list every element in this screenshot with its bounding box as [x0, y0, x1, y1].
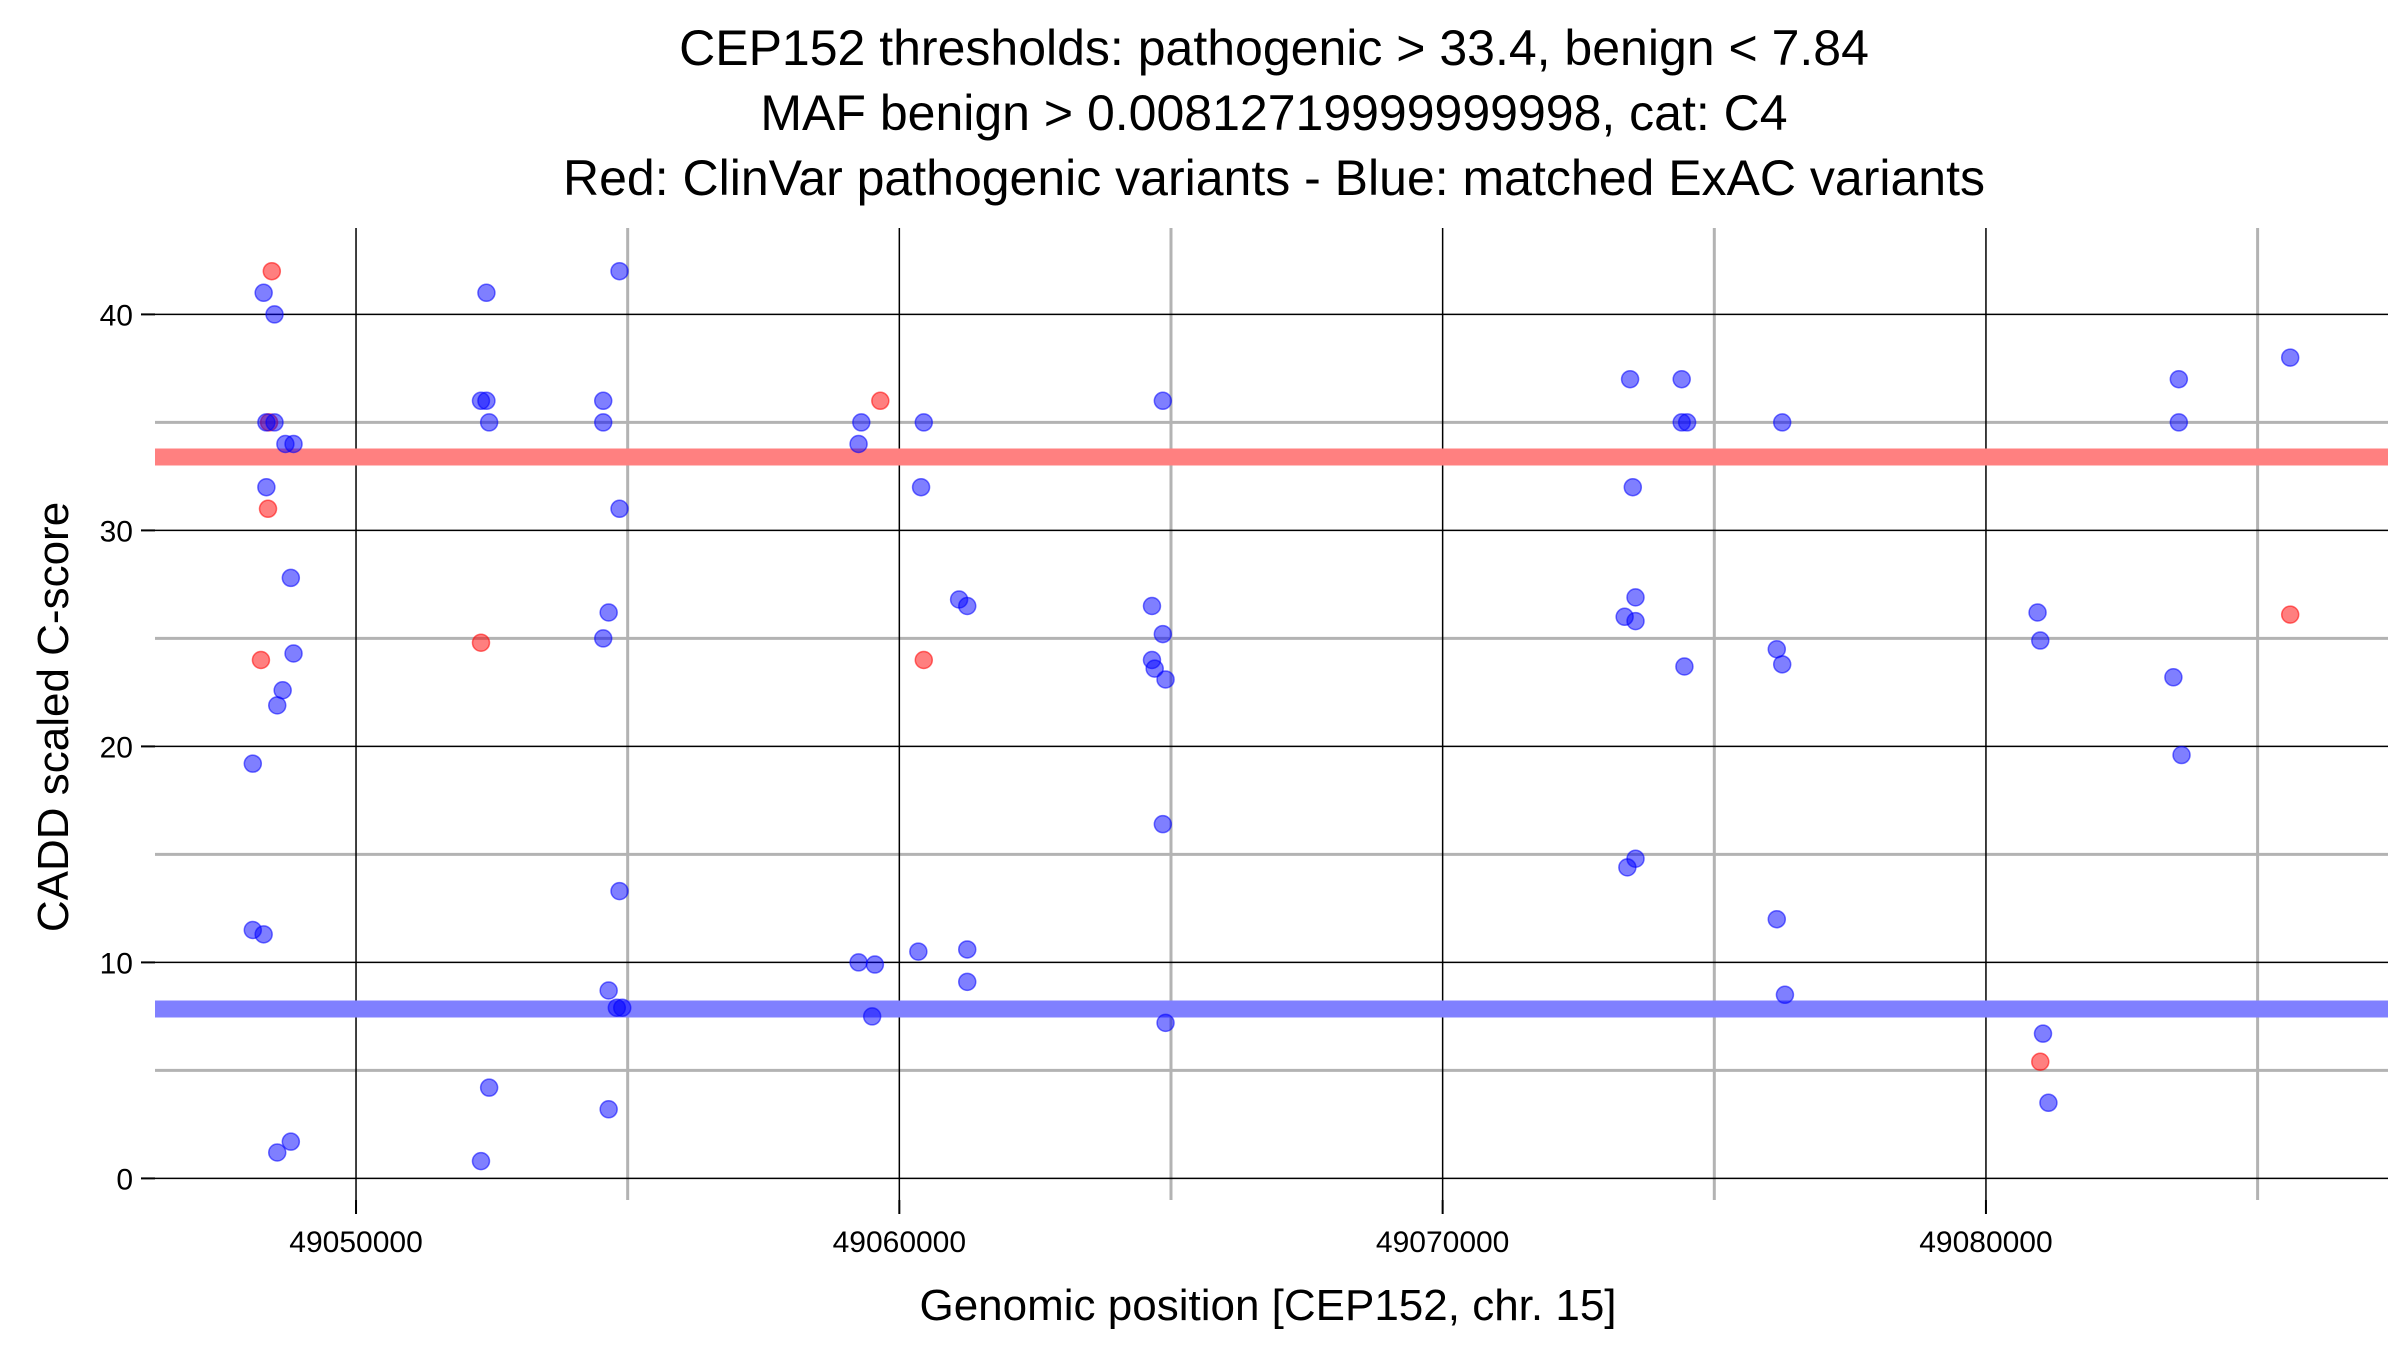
exac-variant-point	[1626, 588, 1645, 607]
exac-variant-point	[957, 596, 977, 616]
exac-variant-point	[2280, 348, 2300, 367]
threshold-lines	[155, 448, 2388, 1018]
exac-variant-point	[1145, 659, 1164, 678]
exac-variant-point	[1153, 624, 1173, 644]
exac-variant-point	[281, 1132, 301, 1151]
clinvar-pathogenic-point	[2280, 605, 2300, 624]
exac-variant-point	[593, 413, 613, 432]
exac-variant-point	[2164, 668, 2183, 687]
exac-variant-point	[477, 391, 496, 411]
exac-variant-point	[1153, 814, 1173, 834]
minor-gridlines	[155, 228, 2388, 1200]
exac-variant-point	[610, 261, 629, 281]
exac-variant-point	[593, 629, 613, 648]
exac-variant-point	[479, 1078, 499, 1097]
exac-variant-point	[2033, 1024, 2053, 1043]
exac-variant-point	[1620, 369, 1640, 389]
exac-variant-point	[1156, 1013, 1175, 1033]
exac-variant-point	[284, 644, 303, 663]
exac-variant-point	[1775, 985, 1795, 1005]
exac-variant-point	[1772, 413, 1792, 432]
exac-variant-point	[599, 1100, 618, 1119]
exac-variant-point	[849, 434, 868, 454]
exac-variant-point	[1675, 657, 1694, 676]
exac-variant-point	[254, 283, 273, 303]
exac-variant-point	[957, 972, 977, 992]
clinvar-pathogenic-point	[258, 499, 278, 519]
exac-variant-point	[267, 1143, 287, 1162]
exac-variant-point	[1677, 413, 1697, 432]
x-tick-label: 49060000	[833, 1226, 966, 1259]
exac-variant-point	[1142, 596, 1162, 616]
exac-variant-point	[593, 391, 613, 411]
exac-variant-point	[2172, 745, 2191, 765]
major-gridlines	[155, 228, 2388, 1200]
exac-variant-point	[2169, 369, 2189, 389]
exac-variant-point	[284, 434, 303, 454]
clinvar-pathogenic-point	[251, 650, 271, 670]
exac-variant-point	[257, 477, 276, 497]
x-tick-label: 49080000	[1919, 1226, 2052, 1259]
exac-variant-point	[2031, 631, 2050, 650]
exac-variant-point	[265, 413, 284, 432]
exac-variant-point	[1767, 909, 1787, 929]
exac-variant-point	[479, 413, 499, 432]
y-axis: 0 10 20 30 40	[100, 299, 155, 1196]
exac-variant-point	[265, 305, 284, 324]
exac-variant-point	[865, 955, 885, 974]
x-tick-label: 49070000	[1376, 1226, 1509, 1259]
exac-variant-point	[1772, 655, 1792, 674]
exac-variant-point	[862, 1007, 882, 1026]
title-line-3: Red: ClinVar pathogenic variants - Blue:…	[563, 150, 1985, 206]
data-points	[243, 261, 2300, 1171]
y-tick-label: 0	[116, 1163, 133, 1196]
exac-variant-point	[1626, 849, 1645, 868]
exac-variant-point	[599, 981, 618, 1000]
y-tick-label: 30	[100, 515, 133, 548]
exac-variant-point	[911, 477, 931, 497]
title-line-2: MAF benign > 0.00812719999999998, cat: C…	[760, 85, 1787, 141]
exac-variant-point	[957, 940, 977, 959]
y-tick-label: 40	[100, 299, 133, 332]
title-line-1: CEP152 thresholds: pathogenic > 33.4, be…	[679, 20, 1869, 76]
exac-variant-point	[612, 998, 632, 1018]
exac-variant-point	[267, 696, 287, 715]
exac-variant-point	[2028, 603, 2047, 622]
clinvar-pathogenic-point	[914, 650, 934, 670]
exac-variant-point	[477, 283, 496, 303]
clinvar-pathogenic-point	[262, 261, 282, 281]
clinvar-pathogenic-point	[471, 633, 491, 652]
y-axis-title: CADD scaled C-score	[29, 502, 78, 932]
exac-variant-point	[599, 603, 618, 622]
exac-variant-point	[1156, 670, 1175, 689]
y-tick-label: 20	[100, 731, 133, 764]
exac-variant-point	[610, 881, 629, 901]
exac-variant-point	[1672, 369, 1691, 389]
exac-variant-point	[471, 1151, 491, 1171]
exac-variant-point	[254, 925, 273, 944]
exac-variant-point	[1626, 611, 1645, 631]
x-axis-title: Genomic position [CEP152, chr. 15]	[919, 1281, 1616, 1330]
chart-title: CEP152 thresholds: pathogenic > 33.4, be…	[563, 20, 1985, 206]
exac-variant-point	[1153, 391, 1173, 411]
exac-variant-point	[243, 754, 263, 773]
exac-variant-point	[849, 953, 868, 972]
exac-variant-point	[909, 942, 928, 961]
x-tick-label: 49050000	[289, 1226, 422, 1259]
exac-variant-point	[1623, 477, 1643, 497]
clinvar-pathogenic-point	[871, 391, 890, 411]
exac-variant-point	[281, 568, 301, 588]
exac-variant-point	[914, 413, 934, 432]
exac-variant-point	[610, 499, 629, 519]
exac-variant-point	[852, 413, 871, 432]
exac-variant-point	[2169, 413, 2189, 432]
y-tick-label: 10	[100, 947, 133, 980]
clinvar-pathogenic-point	[2031, 1052, 2050, 1072]
exac-variant-point	[2039, 1093, 2058, 1113]
x-axis: 49050000 49060000 49070000 49080000	[289, 1200, 2053, 1259]
